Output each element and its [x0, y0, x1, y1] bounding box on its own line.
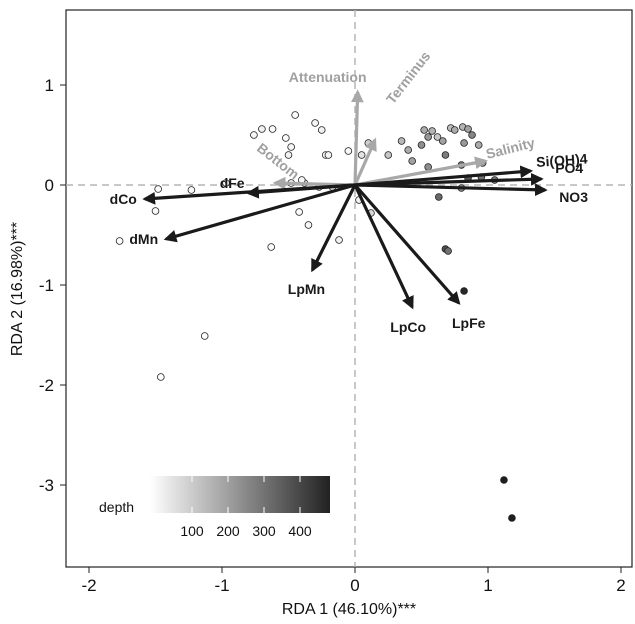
sample-point	[317, 126, 326, 134]
vector-po4	[354, 172, 544, 187]
vector-label-lpco: LpCo	[390, 319, 426, 335]
vector-label-lpfe: LpFe	[452, 315, 486, 331]
sample-point	[434, 193, 443, 201]
depth-legend-title: depth	[99, 499, 134, 515]
depth-legend-gradient	[150, 476, 330, 513]
y-tick-label: -1	[39, 276, 54, 295]
sample-point	[335, 236, 343, 244]
sample-point	[250, 131, 258, 139]
sample-point	[433, 133, 442, 141]
sample-point	[311, 119, 319, 127]
sample-point	[268, 125, 277, 133]
y-axis-title: RDA 2 (16.98%)***	[9, 222, 26, 356]
legend-tick-label: 100	[180, 523, 204, 539]
sample-point	[424, 163, 432, 171]
sample-point	[428, 127, 436, 135]
depth-legend-ticks: 100 200 300 400	[180, 476, 312, 539]
vector-label-salinity: Salinity	[484, 134, 536, 162]
sample-point	[282, 134, 290, 142]
sample-point	[151, 207, 160, 215]
sample-point	[460, 139, 468, 147]
sample-point	[404, 146, 413, 154]
vector-label-attenuation: Attenuation	[289, 69, 367, 85]
vector-no3	[354, 183, 548, 197]
y-tick-label: 1	[45, 76, 54, 95]
y-tick-label: -3	[39, 476, 54, 495]
sample-point	[324, 151, 333, 159]
sample-point	[441, 151, 450, 159]
vector-label-lpmn: LpMn	[288, 281, 325, 297]
sample-point	[420, 126, 428, 134]
y-axis-ticks: 1 0 -1 -2 -3	[39, 76, 66, 495]
vector-label-terminus: Terminus	[383, 48, 434, 107]
vector-attenuation	[350, 89, 364, 186]
sample-point	[115, 237, 124, 245]
sample-point	[460, 287, 468, 295]
vector-lpfe	[353, 183, 461, 305]
x-axis-ticks: -2 -1 0 1 2	[81, 567, 626, 595]
x-tick-label: 0	[350, 576, 359, 595]
sample-point	[417, 141, 426, 149]
sample-point	[222, 179, 230, 187]
y-tick-label: -2	[39, 376, 54, 395]
sample-point	[284, 151, 293, 159]
legend-tick-label: 400	[288, 523, 312, 539]
sample-point	[258, 125, 266, 133]
vector-label-bottom: Bottom	[254, 140, 302, 183]
sample-point	[187, 186, 196, 194]
sample-point	[357, 151, 366, 159]
sample-point	[444, 247, 452, 255]
sample-point	[397, 137, 406, 145]
sample-point	[304, 221, 313, 229]
sample-point	[200, 332, 209, 340]
sample-point	[468, 131, 476, 139]
legend-tick-label: 200	[216, 523, 240, 539]
sample-point	[295, 208, 303, 216]
plot-frame	[65, 9, 633, 568]
depth-legend: depth 100 200 300 400	[99, 476, 330, 539]
sample-point	[364, 139, 373, 147]
sample-point	[500, 476, 508, 484]
sample-point	[291, 111, 299, 119]
sample-point	[154, 185, 162, 193]
x-tick-label: -1	[214, 576, 229, 595]
sample-point	[344, 147, 353, 155]
sample-point	[450, 126, 459, 134]
sample-point	[384, 151, 393, 159]
sample-point	[408, 157, 416, 165]
x-tick-label: -2	[81, 576, 96, 595]
sample-point	[157, 373, 165, 381]
vector-dfe	[246, 183, 356, 199]
vector-dmn	[163, 183, 356, 243]
sample-point	[508, 514, 516, 522]
vector-label-dmn: dMn	[129, 231, 158, 247]
vector-label-po4: PO4	[555, 160, 583, 176]
sample-point	[474, 141, 483, 149]
legend-tick-label: 300	[252, 523, 276, 539]
sample-point	[424, 133, 432, 141]
vector-label-no3: NO3	[559, 189, 588, 205]
x-tick-label: 1	[483, 576, 492, 595]
sample-point	[438, 137, 447, 145]
sample-point	[267, 243, 276, 251]
vector-lpmn	[311, 184, 357, 273]
sample-point	[464, 125, 472, 133]
y-tick-label: 0	[45, 176, 54, 195]
vector-terminus	[353, 137, 377, 186]
vector-label-sioh4: Si(OH)4	[536, 150, 589, 170]
vector-label-dfe: dFe	[220, 175, 245, 191]
vector-salinity	[354, 156, 488, 187]
vector-label-dco: dCo	[110, 191, 137, 207]
vector-lpco	[353, 184, 414, 310]
x-tick-label: 2	[616, 576, 625, 595]
sample-point	[287, 143, 295, 151]
x-axis-title: RDA 1 (46.10%)***	[282, 601, 416, 618]
